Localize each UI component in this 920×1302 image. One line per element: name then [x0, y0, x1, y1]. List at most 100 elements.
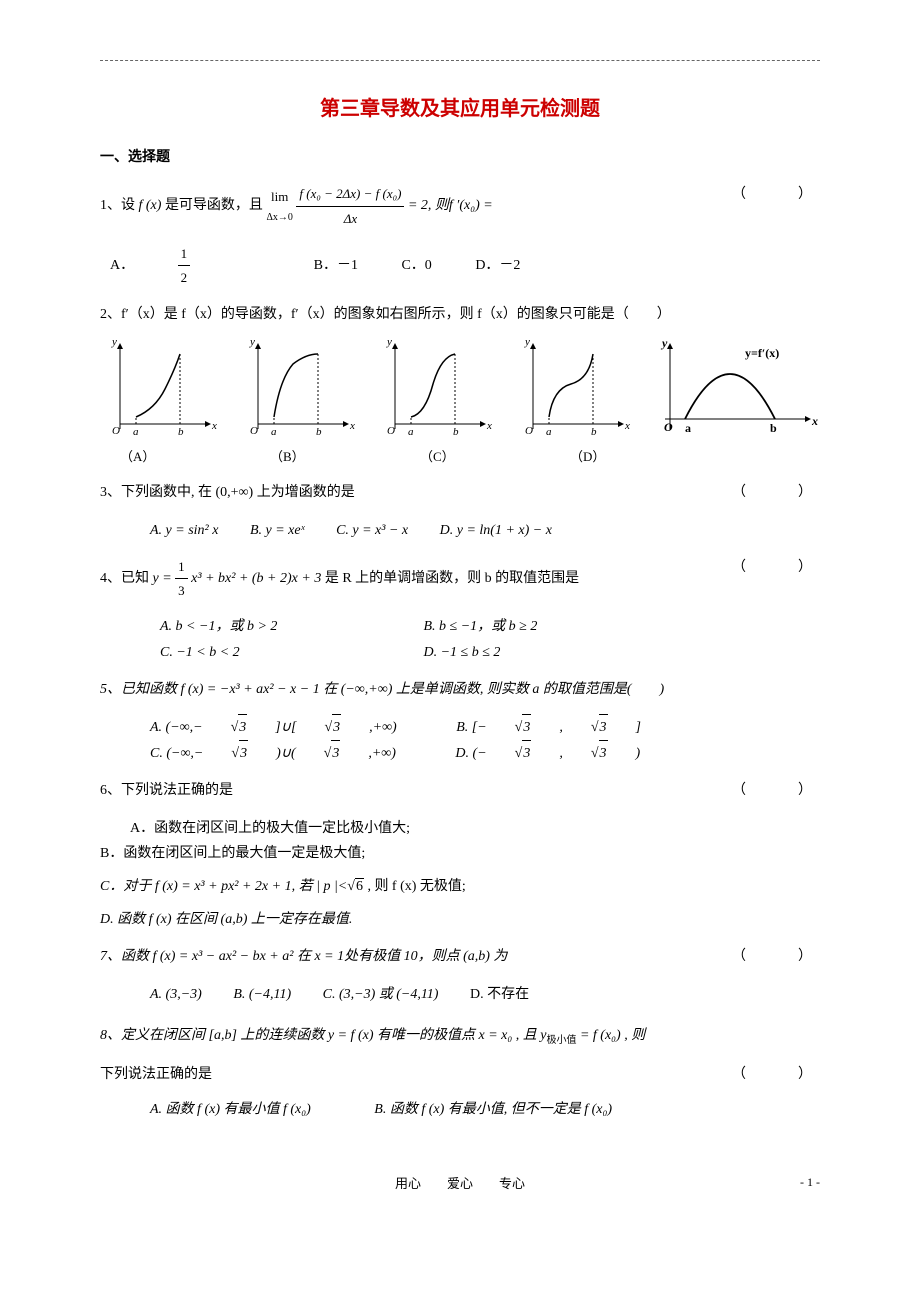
- q5-optB: B. [−√3, √3]: [456, 714, 669, 740]
- q3-optD: D. y = ln(1 + x) − x: [440, 518, 552, 543]
- optA-d: 2: [178, 266, 191, 289]
- q6-optC-post: , 则 f (x) 无极值;: [364, 879, 466, 894]
- section-heading: 一、选择题: [100, 145, 820, 170]
- answer-blank: （ ）: [732, 1062, 820, 1087]
- svg-text:a: a: [133, 426, 139, 438]
- q4-fn: 1: [175, 555, 188, 579]
- q8-optB: B. 函数 f (x) 有最小值, 但不一定是 f (x₀): [374, 1097, 612, 1122]
- q3-stem: 3、下列函数中, 在 (0,+∞) 上为增函数的是: [100, 485, 355, 500]
- label-a: （A）: [100, 445, 250, 468]
- svg-text:O: O: [250, 425, 258, 437]
- q5-stem: 5、已知函数 f (x) = −x³ + ax² − x − 1 在 (−∞,+…: [100, 682, 664, 697]
- lim-top: lim: [266, 185, 292, 208]
- svg-text:O: O: [387, 425, 395, 437]
- svg-text:a: a: [408, 426, 414, 438]
- q4-options: A. b < −1，或 b > 2 B. b ≤ −1，或 b ≥ 2 C. −…: [100, 614, 820, 664]
- svg-text:x: x: [211, 420, 217, 432]
- q4-optB: B. b ≤ −1，或 b ≥ 2: [424, 614, 684, 639]
- question-4: 4、已知 y = 1 3 x³ + bx² + (b + 2)x + 3 是 R…: [100, 555, 820, 603]
- q6-optB: B．函数在闭区间上的最大值一定是极大值;: [100, 841, 820, 866]
- svg-text:b: b: [316, 426, 322, 438]
- limit-symbol: lim Δx→0: [266, 185, 292, 226]
- q8-sub: 极小值: [546, 1035, 576, 1046]
- svg-text:y: y: [524, 339, 530, 348]
- answer-blank: （ ）: [732, 944, 820, 969]
- graph-c: y x O a b: [375, 339, 505, 439]
- q6-optD: D. 函数 f (x) 在区间 (a,b) 上一定存在最值.: [100, 907, 820, 932]
- answer-blank: （ ）: [732, 778, 820, 803]
- optA-frac: 1 2: [178, 242, 231, 290]
- svg-text:b: b: [453, 426, 459, 438]
- q5-options: A. (−∞,−√3]∪[√3,+∞) B. [−√3, √3] C. (−∞,…: [100, 714, 820, 766]
- chapter-title: 第三章导数及其应用单元检测题: [100, 91, 820, 127]
- question-3: 3、下列函数中, 在 (0,+∞) 上为增函数的是 （ ）: [100, 480, 820, 505]
- svg-text:y: y: [249, 339, 255, 348]
- label-c: （C）: [400, 445, 550, 468]
- q4-yeq: y =: [153, 571, 172, 586]
- svg-text:b: b: [178, 426, 184, 438]
- graph-derivative: y x O a b y=f′(x): [650, 339, 820, 439]
- svg-text:x: x: [349, 420, 355, 432]
- q6-optC: C．对于 f (x) = x³ + px² + 2x + 1, 若 | p |<…: [100, 874, 820, 899]
- q4-optC: C. −1 < b < 2: [160, 640, 420, 665]
- q4-pre: 4、已知: [100, 571, 149, 586]
- q7-optA: A. (3,−3): [150, 982, 202, 1007]
- question-1: 1、设 f (x) 是可导函数，且 lim Δx→0 f (x₀ − 2Δx) …: [100, 182, 820, 230]
- svg-text:x: x: [811, 414, 818, 428]
- svg-text:y: y: [111, 339, 117, 348]
- fraction: f (x₀ − 2Δx) − f (x₀) Δx: [296, 182, 404, 230]
- svg-text:b: b: [591, 426, 597, 438]
- q4-optA: A. b < −1，或 b > 2: [160, 614, 420, 639]
- frac-num: f (x₀ − 2Δx) − f (x₀): [296, 182, 404, 206]
- q8-stem2: 下列说法正确的是: [100, 1067, 212, 1082]
- page-number: - 1 -: [800, 1172, 820, 1194]
- q7-options: A. (3,−3) B. (−4,11) C. (3,−3) 或 (−4,11)…: [100, 982, 820, 1007]
- q8-options: A. 函数 f (x) 有最小值 f (x₀) B. 函数 f (x) 有最小值…: [100, 1097, 820, 1122]
- frac-den: Δx: [296, 207, 404, 230]
- q1-mid: 是可导函数，且: [165, 198, 263, 213]
- question-6: 6、下列说法正确的是 （ ）: [100, 778, 820, 803]
- answer-blank: （ ）: [732, 555, 820, 580]
- svg-text:a: a: [271, 426, 277, 438]
- graph-row: y x O a b y x O a b: [100, 339, 820, 439]
- q6-optA: A．函数在闭区间上的极大值一定比极小值大;: [100, 816, 820, 841]
- q3-options: A. y = sin² x B. y = xeˣ C. y = x³ − x D…: [100, 518, 820, 543]
- svg-text:a: a: [685, 421, 691, 435]
- graph-labels-row: （A） （B） （C） （D）: [100, 445, 820, 468]
- svg-text:y: y: [660, 339, 668, 350]
- footer-text: 用心 爱心 专心: [395, 1176, 525, 1191]
- q4-frac: 1 3: [175, 555, 188, 603]
- top-rule: [100, 60, 820, 61]
- graph-a: y x O a b: [100, 339, 230, 439]
- q6-optC-pre: C．对于 f (x) = x³ + px² + 2x + 1, 若 | p |<: [100, 879, 347, 894]
- q6-stem: 6、下列说法正确的是: [100, 783, 233, 798]
- q3-optB: B. y = xeˣ: [250, 518, 305, 543]
- svg-text:O: O: [664, 420, 673, 434]
- q4-poly: x³ + bx² + (b + 2)x + 3: [191, 571, 321, 586]
- q7-stem: 7、函数 f (x) = x³ − ax² − bx + a² 在 x = 1处…: [100, 949, 507, 964]
- q1-pre: 1、设: [100, 198, 135, 213]
- graph-b: y x O a b: [238, 339, 368, 439]
- optA-label: A．: [110, 253, 134, 278]
- q3-optC: C. y = x³ − x: [336, 518, 408, 543]
- svg-text:O: O: [112, 425, 120, 437]
- q1-optC: C．0: [401, 253, 431, 278]
- q8-optA: A. 函数 f (x) 有最小值 f (x₀): [150, 1097, 311, 1122]
- lim-bot: Δx→0: [266, 209, 292, 227]
- label-b: （B）: [250, 445, 400, 468]
- answer-blank: （ ）: [732, 480, 820, 505]
- question-8: 8、定义在闭区间 [a,b] 上的连续函数 y = f (x) 有唯一的极值点 …: [100, 1023, 820, 1050]
- label-d: （D）: [550, 445, 700, 468]
- q8-line2: 下列说法正确的是 （ ）: [100, 1062, 820, 1087]
- q5-optA: A. (−∞,−√3]∪[√3,+∞): [150, 714, 425, 740]
- q3-optA: A. y = sin² x: [150, 518, 218, 543]
- q1-optB: B．－1: [314, 253, 358, 278]
- q5-optD: D. (−√3, √3): [455, 740, 668, 766]
- svg-text:a: a: [546, 426, 552, 438]
- question-7: 7、函数 f (x) = x³ − ax² − bx + a² 在 x = 1处…: [100, 944, 820, 969]
- svg-text:y=f′(x): y=f′(x): [745, 346, 779, 360]
- q7-optC: C. (3,−3) 或 (−4,11): [323, 982, 439, 1007]
- q6-sqrt: 6: [355, 878, 364, 894]
- optA-n: 1: [178, 242, 191, 266]
- svg-text:O: O: [525, 425, 533, 437]
